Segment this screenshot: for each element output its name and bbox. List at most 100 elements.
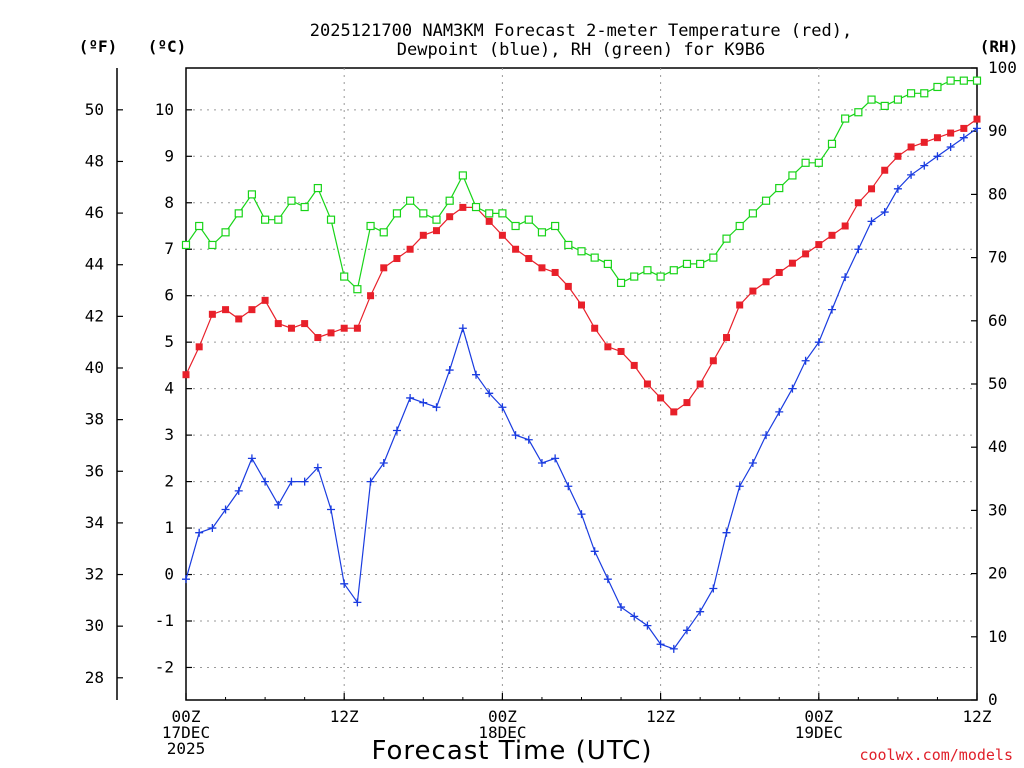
relative-humidity-point xyxy=(775,183,784,193)
fahrenheit-tick-label: 38 xyxy=(85,410,104,429)
temperature-point xyxy=(367,292,375,300)
celsius-unit-label: (ºC) xyxy=(148,37,187,56)
dewpoint-point xyxy=(511,431,520,440)
dewpoint-point xyxy=(933,152,942,161)
relative-humidity-point xyxy=(485,209,494,218)
relative-humidity-point xyxy=(234,209,243,218)
relative-humidity-point xyxy=(406,196,415,205)
relative-humidity-point xyxy=(946,76,955,85)
dewpoint-point xyxy=(696,607,705,616)
rh-tick-label: 40 xyxy=(988,437,1007,456)
relative-humidity-point xyxy=(432,215,441,224)
temperature-point xyxy=(551,268,559,276)
relative-humidity-point xyxy=(261,215,270,224)
temperature-point xyxy=(657,394,665,402)
celsius-tick-label: 3 xyxy=(164,425,174,444)
temperature-point xyxy=(380,264,388,272)
time-tick-label: 00Z xyxy=(488,707,517,726)
relative-humidity-point xyxy=(524,215,533,224)
rh-tick-label: 100 xyxy=(988,58,1017,77)
credit-label: coolwx.com/models xyxy=(859,746,1013,764)
relative-humidity-point xyxy=(735,221,744,231)
temperature-point xyxy=(182,371,190,379)
temperature-point xyxy=(828,231,836,239)
fahrenheit-tick-label: 36 xyxy=(85,461,104,480)
time-tick-label: 19DEC xyxy=(795,723,843,742)
dewpoint-point xyxy=(182,575,190,584)
relative-humidity-point xyxy=(841,114,850,123)
temperature-point xyxy=(723,334,731,342)
temperature-point xyxy=(446,213,454,221)
temperature-point xyxy=(538,264,546,272)
celsius-tick-label: -2 xyxy=(155,657,174,676)
celsius-tick-label: 7 xyxy=(164,239,174,258)
dewpoint-point xyxy=(472,370,481,379)
relative-humidity-point xyxy=(920,89,929,98)
temperature-point xyxy=(802,250,810,258)
relative-humidity-point xyxy=(419,209,428,218)
temperature-point xyxy=(907,143,915,151)
temperature-point xyxy=(762,278,770,286)
dewpoint-point xyxy=(788,384,797,393)
relative-humidity-point xyxy=(366,221,375,231)
relative-humidity-point xyxy=(458,171,467,180)
dewpoint-point xyxy=(274,500,283,509)
celsius-tick-label: 4 xyxy=(164,379,174,398)
dewpoint-point xyxy=(907,170,916,179)
dewpoint-point xyxy=(340,579,349,588)
temperature-point xyxy=(933,134,941,142)
rh-tick-label: 60 xyxy=(988,311,1007,330)
relative-humidity-point xyxy=(340,272,349,281)
temperature-point xyxy=(630,361,638,369)
temperature-point xyxy=(736,301,744,309)
relative-humidity-point xyxy=(827,139,837,148)
dewpoint-point xyxy=(748,459,757,467)
dewpoint-point xyxy=(590,547,599,556)
temperature-point xyxy=(406,245,414,253)
relative-humidity-point xyxy=(326,215,336,224)
relative-humidity-point xyxy=(274,215,283,224)
relative-humidity-point xyxy=(801,158,810,167)
relative-humidity-point xyxy=(959,76,968,85)
temperature-point xyxy=(749,287,757,295)
temperature-point xyxy=(591,324,599,332)
dewpoint-point xyxy=(669,644,678,653)
relative-humidity-point xyxy=(181,240,191,250)
series-layer xyxy=(181,76,982,653)
relative-humidity-point xyxy=(498,209,507,218)
relative-humidity-point xyxy=(590,253,599,262)
dewpoint-point xyxy=(537,459,546,467)
temperature-point xyxy=(222,306,230,314)
dewpoint-point xyxy=(234,486,243,495)
chart-title-line1: 2025121700 NAM3KM Forecast 2-meter Tempe… xyxy=(310,21,852,41)
time-tick-label: 00Z xyxy=(804,707,833,726)
relative-humidity-point xyxy=(933,82,942,92)
dewpoint-point xyxy=(208,524,217,533)
temperature-point xyxy=(261,296,269,304)
relative-humidity-point xyxy=(722,234,731,243)
relative-humidity-point xyxy=(709,253,718,262)
grid-lines xyxy=(186,68,977,700)
relative-humidity-point xyxy=(551,221,560,231)
dewpoint-point xyxy=(366,477,375,486)
dewpoint-point xyxy=(841,273,850,282)
rh-tick-label: 20 xyxy=(988,564,1007,583)
fahrenheit-tick-label: 34 xyxy=(85,513,104,532)
time-tick-label: 00Z xyxy=(172,707,201,726)
temperature-point xyxy=(881,166,889,174)
relative-humidity-point xyxy=(696,259,705,269)
temperature-point xyxy=(459,203,467,211)
temperature-point xyxy=(301,320,309,328)
celsius-tick-label: 9 xyxy=(164,146,174,165)
dewpoint-point xyxy=(630,612,639,621)
celsius-tick-label: -1 xyxy=(155,611,174,630)
relative-humidity-point xyxy=(643,266,652,275)
relative-humidity-point xyxy=(656,272,665,281)
dewpoint-point xyxy=(247,454,256,463)
temperature-point xyxy=(248,306,256,314)
relative-humidity-point xyxy=(221,228,230,237)
relative-humidity-point xyxy=(682,259,692,269)
temperature-point xyxy=(920,138,928,146)
rh-tick-label: 0 xyxy=(988,690,998,709)
rh-tick-label: 10 xyxy=(988,627,1007,646)
